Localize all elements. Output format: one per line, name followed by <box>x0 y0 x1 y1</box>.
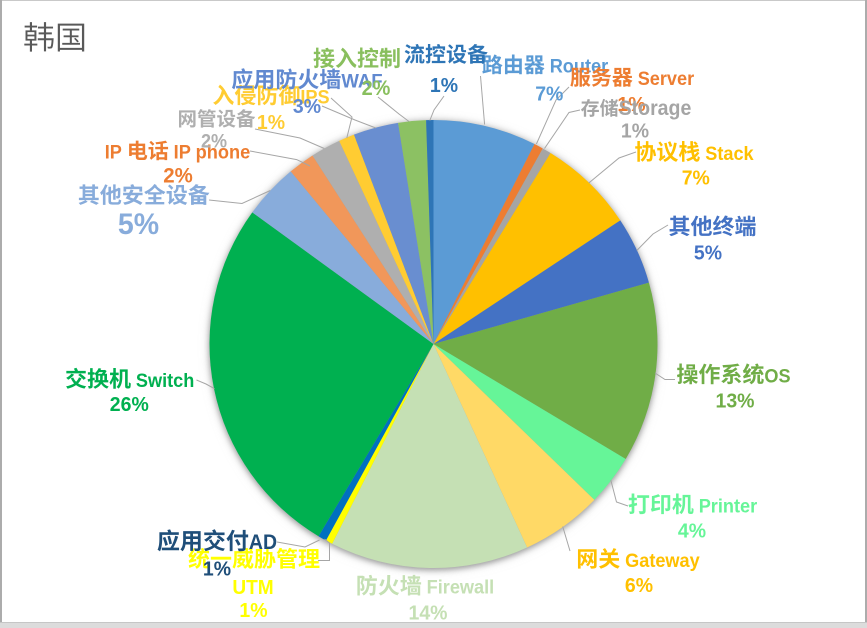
svg-text:7%: 7% <box>682 166 710 189</box>
svg-text:5%: 5% <box>694 241 722 264</box>
svg-text:AD: AD <box>249 531 277 554</box>
svg-text:4%: 4% <box>678 519 706 542</box>
svg-text:1%: 1% <box>430 74 458 97</box>
svg-text:OS: OS <box>764 365 790 387</box>
svg-text:5%: 5% <box>118 208 159 241</box>
svg-text:Gateway: Gateway <box>625 550 700 572</box>
svg-text:Storage: Storage <box>619 97 692 120</box>
svg-text:13%: 13% <box>716 389 755 412</box>
svg-text:Switch: Switch <box>136 370 194 392</box>
svg-text:1%: 1% <box>203 557 231 580</box>
svg-text:Firewall: Firewall <box>427 577 495 599</box>
svg-text:IP: IP <box>105 141 122 163</box>
svg-text:Stack: Stack <box>705 143 754 165</box>
svg-text:3%: 3% <box>293 95 321 118</box>
svg-text:2%: 2% <box>201 131 227 152</box>
svg-text:14%: 14% <box>409 601 448 624</box>
svg-text:IPS: IPS <box>300 86 329 108</box>
svg-text:2%: 2% <box>163 163 193 187</box>
svg-text:1%: 1% <box>621 119 649 142</box>
svg-text:1%: 1% <box>239 599 267 622</box>
svg-text:7%: 7% <box>535 82 563 105</box>
svg-text:2%: 2% <box>362 77 391 100</box>
svg-text:6%: 6% <box>625 574 653 597</box>
svg-text:WAF: WAF <box>341 70 382 92</box>
svg-text:1%: 1% <box>617 93 645 116</box>
svg-text:26%: 26% <box>110 393 149 416</box>
svg-text:UTM: UTM <box>232 576 273 599</box>
svg-text:Server: Server <box>638 68 695 90</box>
svg-text:IP phone: IP phone <box>174 141 251 163</box>
svg-text:Printer: Printer <box>699 495 758 517</box>
svg-text:1%: 1% <box>257 111 285 134</box>
